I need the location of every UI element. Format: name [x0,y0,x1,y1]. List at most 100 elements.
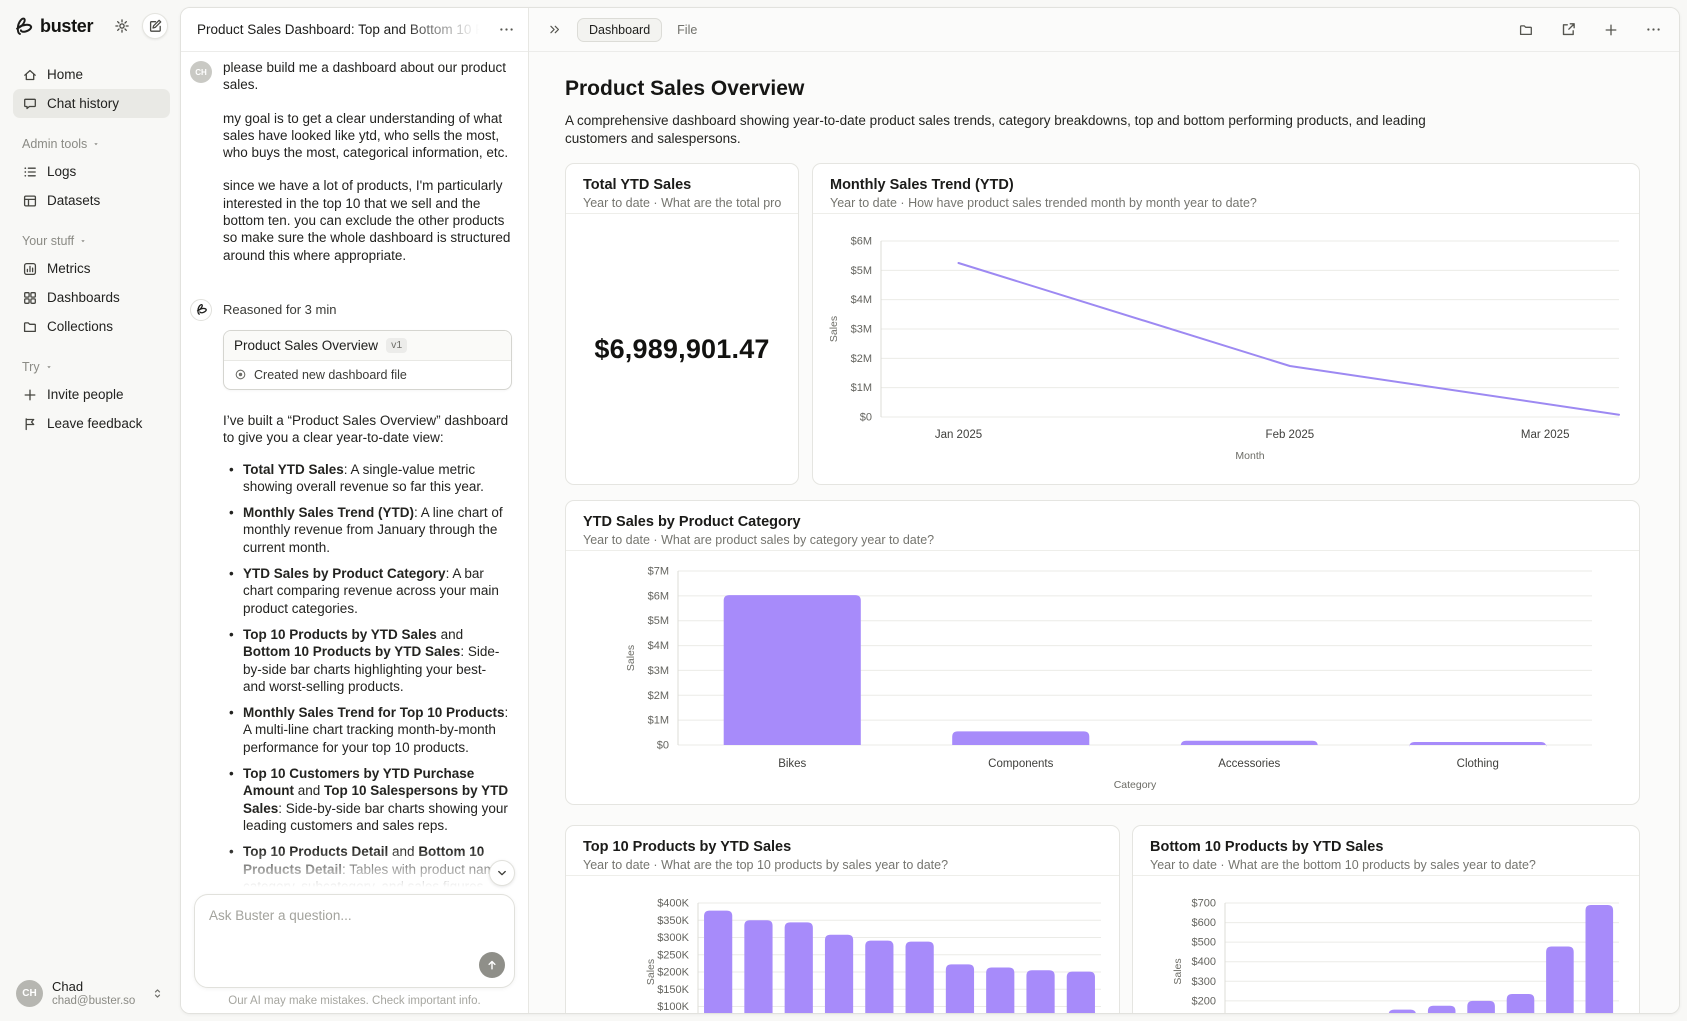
user-switcher-icon [151,987,164,1000]
cards-row-2: YTD Sales by Product Category Year to da… [565,500,1640,805]
sidebar-item-leave-feedback[interactable]: Leave feedback [13,409,170,438]
artifact-header: Product Sales Overview v1 [224,330,511,361]
svg-text:$6M: $6M [648,590,669,602]
chevron-down-icon [495,866,509,880]
svg-text:$3M: $3M [648,665,669,677]
sidebar-top-actions [109,13,168,39]
svg-text:$400: $400 [1192,956,1216,968]
sidebar-item-chat-history[interactable]: Chat history [13,89,170,118]
svg-text:$200: $200 [1192,995,1216,1007]
svg-text:$500: $500 [1192,937,1216,949]
svg-text:Sales: Sales [1172,958,1184,984]
assistant-bullet-list: Total YTD Sales: A single-value metric s… [223,461,512,894]
collapse-panel-icon[interactable] [547,22,562,37]
dashboard-header: Dashboard File [529,8,1679,52]
svg-text:Bikes: Bikes [778,758,806,770]
sidebar-item-label: Logs [47,164,77,179]
buster-logo-icon [13,16,34,37]
assistant-intro: I’ve built a “Product Sales Overview” da… [223,412,509,446]
user-name: Chad [52,979,84,994]
sidebar: buster Home Chat history Admin tools Log… [0,0,180,1021]
sidebar-item-collections[interactable]: Collections [13,312,170,341]
chart-card-top-10-products[interactable]: Top 10 Products by YTD Sales Year to dat… [565,825,1120,1013]
chat-footer: Ask Buster a question... Our AI may make… [181,894,528,1013]
chat-more-icon[interactable] [498,21,515,38]
chat-input[interactable]: Ask Buster a question... [194,894,515,988]
card-header: YTD Sales by Product Category Year to da… [566,501,1639,551]
more-options-icon[interactable] [1645,21,1662,38]
svg-text:$1M: $1M [851,382,872,394]
sidebar-nav: Home Chat history Admin tools Logs Datas… [13,60,170,438]
sidebar-item-label: Collections [47,319,114,334]
svg-text:Jan 2025: Jan 2025 [935,429,982,441]
svg-text:$700: $700 [1192,898,1216,910]
svg-text:$5M: $5M [648,615,669,627]
flag-icon [22,416,38,432]
chart-card-bottom-10-products[interactable]: Bottom 10 Products by YTD Sales Year to … [1132,825,1640,1013]
card-title: Total YTD Sales [583,177,692,193]
svg-text:Components: Components [988,758,1053,770]
svg-text:$600: $600 [1192,917,1216,929]
caret-down-icon [79,237,87,245]
card-subtitle: Year to date · What are the bottom 10 pr… [1150,858,1536,872]
sidebar-item-datasets[interactable]: Datasets [13,186,170,215]
svg-text:Month: Month [1235,450,1264,462]
view-tabs: Dashboard File [577,17,699,42]
app-logo[interactable]: buster [13,16,94,37]
sidebar-item-dashboards[interactable]: Dashboards [13,283,170,312]
share-icon[interactable] [1560,21,1577,38]
card-header: Monthly Sales Trend (YTD) Year to date ·… [813,164,1639,214]
svg-text:Feb 2025: Feb 2025 [1266,429,1315,441]
sidebar-header: buster [13,13,170,39]
sidebar-item-metrics[interactable]: Metrics [13,254,170,283]
user-menu[interactable]: CH Chad chad@buster.so [8,973,172,1013]
main-window: Product Sales Dashboard: Top and Bottom … [180,7,1680,1014]
page-description: A comprehensive dashboard showing year-t… [565,113,1426,146]
sidebar-item-invite-people[interactable]: Invite people [13,380,170,409]
add-icon[interactable] [1603,22,1619,38]
tab-file[interactable]: File [677,22,698,37]
metric-card-total-ytd-sales[interactable]: Total YTD Sales Year to date · What are … [565,163,799,485]
chat-header: Product Sales Dashboard: Top and Bottom … [181,8,528,52]
dashboard-panel: Dashboard File Product Sales Overview A … [529,8,1679,1013]
svg-text:Sales: Sales [625,645,637,671]
datasets-icon [22,193,38,209]
bullet-item: YTD Sales by Product Category: A bar cha… [228,565,512,617]
dashboard-artifact-card[interactable]: Product Sales Overview v1 Created new da… [223,329,512,390]
chart-card-monthly-sales-trend[interactable]: Monthly Sales Trend (YTD) Year to date ·… [812,163,1640,485]
reasoning-row[interactable]: Reasoned for 3 min [190,298,512,321]
chart-card-sales-by-category[interactable]: YTD Sales by Product Category Year to da… [565,500,1640,805]
sidebar-item-home[interactable]: Home [13,60,170,89]
settings-button[interactable] [109,13,135,39]
scroll-to-bottom-button[interactable] [489,860,515,886]
svg-text:$0: $0 [860,412,872,424]
save-to-folder-icon[interactable] [1518,22,1534,38]
status-done-icon [234,368,247,381]
sidebar-item-label: Metrics [47,261,91,276]
new-chat-button[interactable] [142,13,168,39]
bullet-item: Monthly Sales Trend (YTD): A line chart … [228,504,512,556]
card-subtitle: Year to date · What are product sales by… [583,533,935,547]
plus-icon [22,387,38,403]
sidebar-item-label: Chat history [47,96,120,111]
page-title: Product Sales Overview [565,77,805,100]
line-chart-monthly-sales: $6M $5M $4M $3M $2M $1M $0 Sales Jan 2025 Feb 202… [813,214,1639,484]
sidebar-item-logs[interactable]: Logs [13,157,170,186]
arrow-up-icon [485,958,499,972]
card-title: YTD Sales by Product Category [583,514,801,530]
tab-dashboard[interactable]: Dashboard [577,17,663,42]
send-button[interactable] [479,952,505,978]
bar-chart-top-10-products: $400K$350K$300K$250K$200K$150K$100K$50K$… [566,876,1119,1013]
chat-messages[interactable]: CH please build me a dashboard about our… [181,52,528,894]
svg-text:$1M: $1M [648,715,669,727]
svg-text:$7M: $7M [648,566,669,578]
card-subtitle: Year to date · What are the top 10 produ… [583,858,949,872]
artifact-status: Created new dashboard file [224,361,511,389]
assistant-avatar [190,298,212,321]
sidebar-item-label: Invite people [47,387,124,402]
metrics-icon [22,261,38,277]
dashboard-content[interactable]: Product Sales Overview A comprehensive d… [529,52,1679,1013]
svg-text:$300K: $300K [657,932,689,944]
reasoning-label: Reasoned for 3 min [223,302,337,318]
svg-text:$150K: $150K [657,984,689,996]
